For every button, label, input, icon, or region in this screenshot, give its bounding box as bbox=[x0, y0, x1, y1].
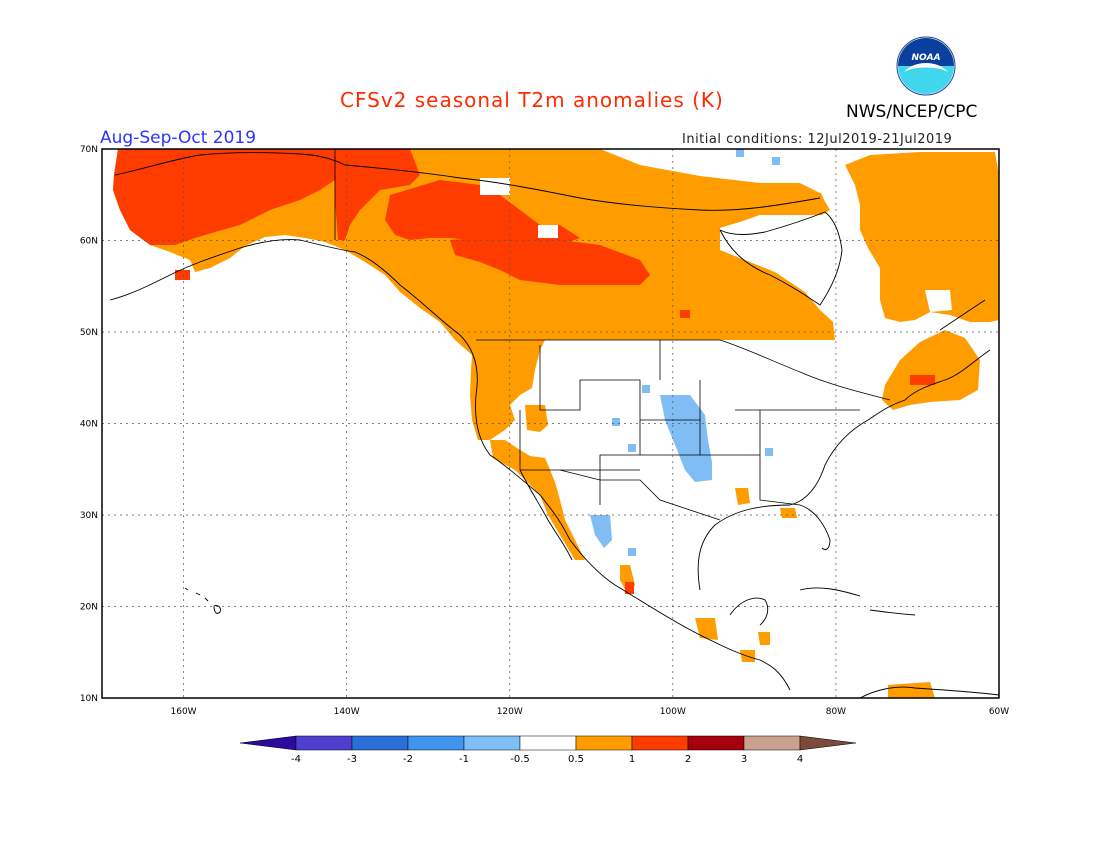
anomaly-blue-dot-7 bbox=[772, 157, 780, 165]
coastline-gulf bbox=[697, 399, 906, 591]
anomaly-orange-sa bbox=[888, 682, 935, 698]
border-state-3 bbox=[700, 409, 860, 506]
colorbar-swatch bbox=[519, 735, 577, 751]
anomaly-blue-dot-4 bbox=[765, 448, 773, 456]
coastline-pacific bbox=[299, 239, 791, 691]
anomaly-red-lake bbox=[680, 310, 690, 318]
anomaly-gap-nwt-2 bbox=[538, 225, 558, 238]
colorbar-arrow-low bbox=[239, 735, 297, 751]
anomaly-orange-gulf-1 bbox=[735, 488, 750, 505]
anomaly-blue-dot-2 bbox=[612, 418, 620, 426]
political-borders bbox=[334, 149, 891, 521]
coastline-hudson-bay bbox=[719, 211, 843, 306]
anomaly-red-yukon bbox=[335, 149, 420, 240]
border-state-4 bbox=[519, 410, 640, 471]
anomaly-gap-hudson bbox=[720, 210, 845, 300]
agency-label: NWS/NCEP/CPC bbox=[846, 102, 978, 122]
lat-tick-label: 30N bbox=[80, 511, 98, 521]
lon-tick-label: 120W bbox=[497, 707, 523, 717]
colorbar-swatch bbox=[351, 735, 409, 751]
colorbar-label: 1 bbox=[629, 754, 635, 765]
anomaly-blue-dot-6 bbox=[736, 149, 744, 157]
anomaly-blue-dot-3 bbox=[628, 444, 636, 452]
colorbar-label: -4 bbox=[291, 754, 301, 765]
lat-tick-label: 60N bbox=[80, 237, 98, 247]
anomaly-orange-northeast bbox=[882, 330, 980, 410]
anomaly-red-alaska-sw bbox=[175, 270, 190, 280]
colorbar-swatch bbox=[463, 735, 521, 751]
anomaly-red-prairies bbox=[450, 235, 650, 285]
anomaly-blue-plains bbox=[660, 395, 712, 482]
coastlines bbox=[109, 152, 999, 698]
coastline-alaska-north bbox=[114, 152, 346, 176]
colorbar-label: -2 bbox=[403, 754, 413, 765]
season-label: Aug-Sep-Oct 2019 bbox=[100, 128, 257, 148]
lat-tick-label: 70N bbox=[80, 145, 98, 155]
colorbar-swatch bbox=[687, 735, 745, 751]
colorbar-arrow-high bbox=[799, 735, 857, 751]
anomaly-red-quebec bbox=[910, 375, 935, 385]
lon-tick-label: 140W bbox=[334, 707, 360, 717]
coastline-alaska-south bbox=[109, 239, 301, 301]
chart-title: CFSv2 seasonal T2m anomalies (K) bbox=[340, 88, 724, 112]
colorbar-label: -0.5 bbox=[510, 754, 530, 765]
colorbar-swatch bbox=[295, 735, 353, 751]
anomaly-gap-greenland bbox=[790, 149, 845, 193]
anomaly-blue-dot-5 bbox=[628, 548, 636, 556]
lat-tick-label: 10N bbox=[80, 694, 98, 704]
coastline-caribbean bbox=[799, 587, 916, 616]
coastline-florida bbox=[799, 504, 831, 551]
anomaly-blue-sierra-madre bbox=[590, 515, 612, 548]
anomaly-orange-alaska-canada bbox=[113, 149, 835, 440]
anomaly-shading bbox=[113, 149, 999, 698]
colorbar-label: 3 bbox=[741, 754, 747, 765]
lon-tick-label: 160W bbox=[171, 707, 197, 717]
colorbar-label: 2 bbox=[685, 754, 691, 765]
anomaly-red-mexico bbox=[625, 582, 634, 594]
anomaly-orange-gulf-2 bbox=[780, 508, 797, 518]
lat-tick-label: 40N bbox=[80, 420, 98, 430]
border-state-1 bbox=[539, 345, 641, 505]
colorbar-label: 0.5 bbox=[568, 754, 584, 765]
colorbar-swatch bbox=[575, 735, 633, 751]
anomaly-gap-nwt-1 bbox=[480, 178, 510, 195]
lon-tick-label: 80W bbox=[826, 707, 846, 717]
anomaly-red-alaska bbox=[113, 149, 335, 245]
colorbar: -4 -3 -2 -1 -0.5 0.5 1 2 3 4 bbox=[239, 735, 857, 765]
anomaly-red-nwt bbox=[385, 180, 580, 250]
anomaly-orange-labrador bbox=[845, 152, 999, 322]
anomaly-gap-labrador bbox=[925, 290, 952, 312]
coastline-south-america bbox=[859, 686, 999, 698]
lat-tick-label: 20N bbox=[80, 603, 98, 613]
border-state-2 bbox=[640, 340, 701, 456]
coastline-yucatan bbox=[729, 597, 769, 626]
border-us-canada bbox=[476, 339, 891, 401]
colorbar-label: -3 bbox=[347, 754, 357, 765]
coastline-baja bbox=[519, 469, 573, 561]
lon-tick-label: 100W bbox=[660, 707, 686, 717]
anomaly-blue-dot-1 bbox=[642, 385, 650, 393]
lon-tick-label: 60W bbox=[989, 707, 1009, 717]
axis-labels: 70N 60N 50N 40N 30N 20N 10N 160W 140W 120W 100W 80W… bbox=[80, 145, 1009, 717]
noaa-logo: NOAA bbox=[896, 36, 956, 96]
anomaly-orange-sonora bbox=[525, 405, 548, 432]
noaa-logo-text: NOAA bbox=[911, 53, 940, 63]
coastline-arctic bbox=[344, 164, 821, 211]
colorbar-label: -1 bbox=[459, 754, 469, 765]
hawaii-islands bbox=[184, 587, 221, 614]
anomaly-orange-west-coast bbox=[490, 440, 585, 560]
anomaly-orange-greenland-edge bbox=[780, 190, 830, 215]
gridlines bbox=[102, 149, 999, 698]
colorbar-swatch bbox=[631, 735, 689, 751]
lat-tick-label: 50N bbox=[80, 328, 98, 338]
coastline-atlantic-canada bbox=[904, 299, 991, 401]
colorbar-swatch bbox=[743, 735, 801, 751]
map-frame bbox=[101, 148, 1000, 699]
colorbar-swatch bbox=[407, 735, 465, 751]
anomaly-orange-mexico-s bbox=[695, 618, 718, 640]
colorbar-label: 4 bbox=[797, 754, 803, 765]
anomaly-orange-yucatan bbox=[758, 632, 770, 645]
initial-conditions-label: Initial conditions: 12Jul2019-21Jul2019 bbox=[682, 132, 953, 147]
